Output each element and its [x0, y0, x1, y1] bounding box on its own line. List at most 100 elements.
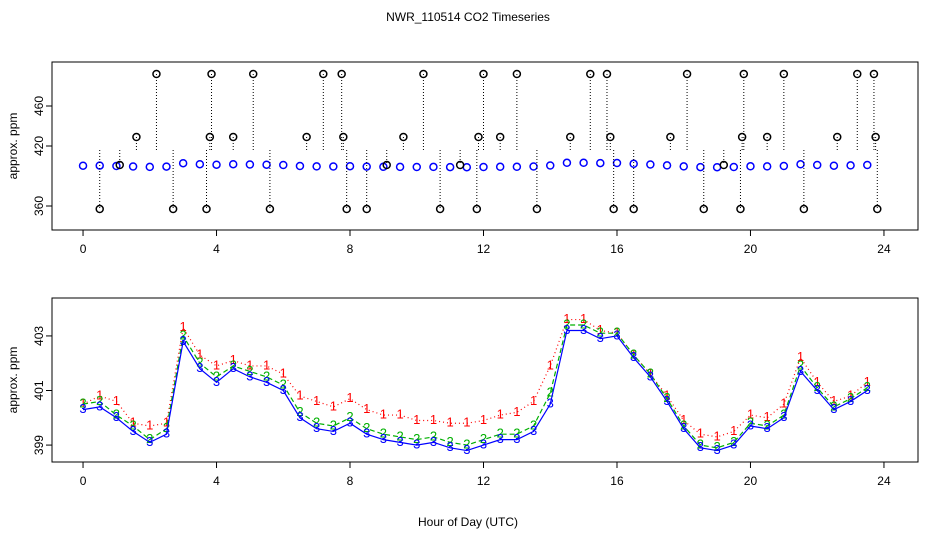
- point: [248, 69, 258, 79]
- point: [228, 132, 238, 142]
- point-marker: 2: [680, 417, 687, 432]
- point-marker: 2: [263, 368, 270, 383]
- point-marker: 1: [230, 352, 237, 367]
- point-marker: 3: [780, 409, 787, 424]
- point: [429, 162, 438, 172]
- point: [479, 69, 488, 79]
- point: [719, 160, 729, 170]
- point-marker: 1: [864, 374, 871, 389]
- point: [612, 158, 622, 168]
- point-marker: 3: [363, 426, 370, 441]
- point-marker: 3: [296, 409, 303, 424]
- point: [562, 158, 572, 168]
- point: [474, 132, 483, 142]
- point-marker: 2: [480, 431, 487, 446]
- point-marker: 3: [663, 393, 670, 408]
- point: [362, 162, 371, 171]
- y-axis-label: approx. ppm: [6, 347, 20, 414]
- point: [419, 69, 428, 79]
- point: [629, 159, 638, 169]
- point: [128, 162, 138, 171]
- point-marker: 2: [747, 415, 754, 430]
- point-marker: 3: [547, 396, 554, 411]
- point: [495, 132, 505, 142]
- point: [265, 204, 275, 214]
- point-marker: 2: [447, 434, 454, 449]
- point-marker: 1: [497, 407, 504, 422]
- y-tick-label: 399: [32, 435, 46, 455]
- series-line: [82, 318, 868, 438]
- x-tick-label: 12: [477, 474, 491, 488]
- point-marker: 2: [663, 390, 670, 405]
- point: [666, 132, 675, 142]
- point-marker: 3: [246, 368, 253, 383]
- point-marker: 3: [647, 368, 654, 383]
- point: [412, 162, 422, 172]
- point: [829, 161, 839, 170]
- point: [302, 132, 311, 142]
- point-marker: 2: [396, 428, 403, 443]
- point: [596, 158, 605, 168]
- y-tick-label: 401: [32, 380, 46, 400]
- point: [682, 69, 692, 79]
- point: [262, 160, 271, 169]
- point-marker: 3: [764, 420, 771, 435]
- point: [245, 160, 255, 169]
- point: [699, 204, 709, 214]
- point: [479, 162, 488, 172]
- point: [445, 162, 455, 172]
- point-marker: 2: [180, 327, 187, 342]
- point: [455, 160, 465, 170]
- point: [799, 204, 809, 214]
- point-marker: 2: [346, 409, 353, 424]
- point: [579, 158, 588, 168]
- point-marker: 2: [330, 417, 337, 432]
- point-marker: 1: [113, 393, 120, 408]
- point: [662, 161, 672, 170]
- plot-frame: [51, 297, 919, 463]
- point: [205, 132, 215, 142]
- point-marker: 1: [647, 366, 654, 381]
- point-marker: 1: [380, 407, 387, 422]
- point: [779, 69, 789, 79]
- point-marker: 2: [280, 376, 287, 391]
- series-line: [82, 329, 868, 452]
- point-marker: 3: [797, 363, 804, 378]
- point: [736, 204, 745, 214]
- point-marker: 1: [129, 415, 136, 430]
- y-tick-label: 420: [32, 136, 46, 156]
- point: [132, 132, 141, 142]
- point: [152, 69, 161, 79]
- point-marker: 3: [280, 382, 287, 397]
- point: [863, 160, 872, 170]
- point-marker: 3: [196, 360, 203, 375]
- point-marker: 2: [196, 355, 203, 370]
- point-marker: 1: [563, 311, 570, 326]
- point-marker: 2: [96, 393, 103, 408]
- point: [78, 161, 88, 170]
- point: [399, 132, 408, 142]
- point-marker: 1: [79, 396, 86, 411]
- point-marker: 1: [730, 423, 737, 438]
- point-marker: 3: [830, 401, 837, 416]
- point-marker: 1: [280, 366, 287, 381]
- point: [329, 162, 338, 171]
- y-tick-label: 403: [32, 326, 46, 346]
- point-marker: 2: [363, 420, 370, 435]
- point-marker: 1: [547, 357, 554, 372]
- point-marker: 1: [313, 393, 320, 408]
- point-marker: 1: [396, 407, 403, 422]
- point-marker: 1: [180, 319, 187, 334]
- point-marker: 3: [814, 382, 821, 397]
- point-marker: 2: [513, 426, 520, 441]
- y-tick-label: 360: [32, 196, 46, 216]
- point: [796, 160, 805, 169]
- point-marker: 3: [213, 374, 220, 389]
- point: [279, 160, 288, 170]
- point-marker: 1: [146, 417, 153, 432]
- point: [853, 69, 862, 79]
- point: [337, 69, 346, 79]
- point-marker: 1: [747, 407, 754, 422]
- point-marker: 2: [530, 417, 537, 432]
